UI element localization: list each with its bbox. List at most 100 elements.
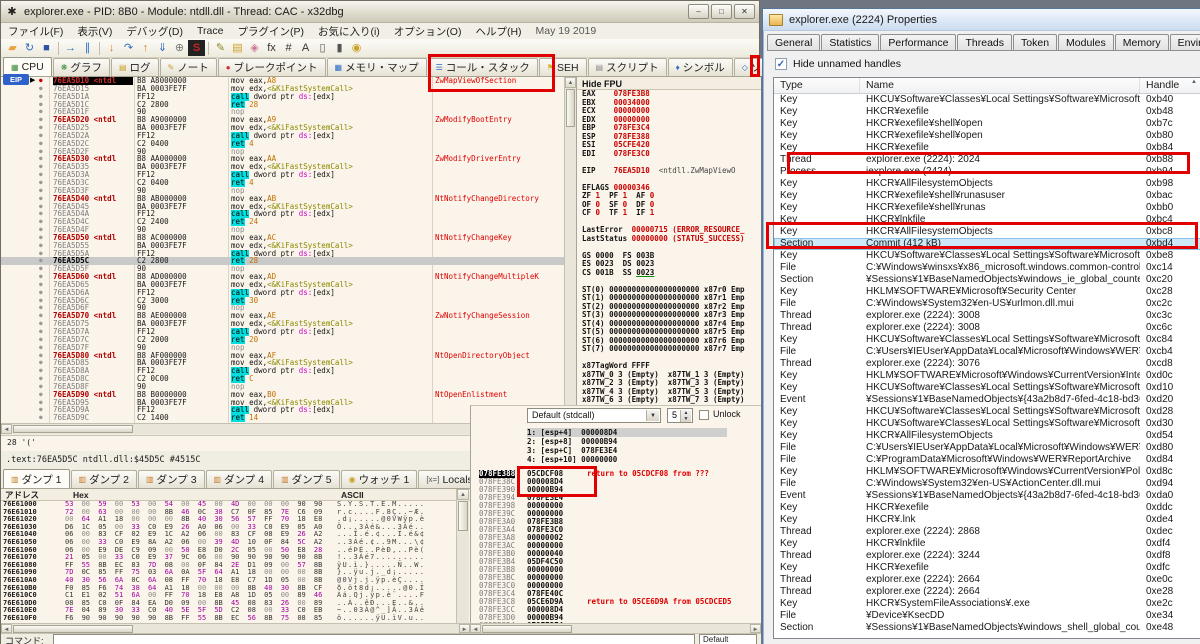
handles-list[interactable]: Type Name Handle ▲ Key HKCU¥Software¥Clas…: [773, 77, 1200, 639]
disasm-row[interactable]: ● 76EA5D5C C2 2800 ret 28: [1, 257, 564, 266]
dump-hscrollbar[interactable]: ◄ ►: [1, 623, 470, 633]
stack-row[interactable]: 078FE3B8 00000000: [479, 565, 564, 574]
handle-row[interactable]: Thread explorer.exe (2224): 3008 0xc3c: [780, 310, 1173, 321]
tab-general[interactable]: General: [767, 34, 821, 50]
handle-row[interactable]: Thread explorer.exe (2224): 3244 0xdf8: [780, 550, 1171, 561]
fx-icon[interactable]: fx: [267, 42, 276, 54]
properties-titlebar[interactable]: explorer.exe (2224) Properties: [763, 9, 1200, 31]
stack-row[interactable]: 078FE390 00000B94: [479, 485, 564, 494]
tab-performance[interactable]: Performance: [880, 34, 957, 50]
stack-row[interactable]: 078FE3D4078FE3E4: [471, 621, 761, 623]
disasm-row[interactable]: ● 76EA5D1F 90 nop: [39, 108, 245, 117]
handle-row[interactable]: Section ¥Sessions¥1¥BaseNamedObjects¥wind…: [780, 274, 1173, 285]
handle-row[interactable]: Key HKCU¥Software¥Classes¥Local Settings¥…: [780, 334, 1173, 345]
disasm-row[interactable]: ● 76EA5D90 <ntdl B8 B0000000 mov eax,B0 NtOp…: [39, 390, 508, 399]
disasm-row[interactable]: ● 76EA5D2A FF12 call dword ptr ds:[edx]: [39, 131, 335, 140]
disasm-row[interactable]: ● 76EA5D40 <ntdl B8 AB000000 mov eax,AB NtNo…: [39, 194, 539, 203]
font-icon[interactable]: A: [301, 42, 310, 54]
handle-row[interactable]: Thread explorer.exe (2224): 2868 0xdec: [780, 526, 1173, 537]
disasm-row[interactable]: ● 76EA5D85 BA 0003FE7F mov edx,<&KiFastSyst…: [39, 359, 353, 368]
handle-row[interactable]: Key HKCR¥exefile 0xdfc: [780, 562, 1170, 573]
disasm-row[interactable]: ● 76EA5D95 BA 0003FE7F mov edx,<&KiFastSyst…: [39, 398, 353, 407]
disasm-row[interactable]: ● 76EA5D30 <ntdl B8 AA000000 mov eax,AA ZwMo…: [39, 155, 521, 164]
dump-scrollbar[interactable]: ▲: [456, 489, 469, 623]
stack-row[interactable]: 078FE394 078FE3E4: [479, 493, 564, 502]
stack-row[interactable]: 078FE3C8 05CE6D9A return to 05CE6D9A from …: [479, 597, 732, 606]
handle-row[interactable]: Key HKCU¥Software¥Classes¥Local Settings¥…: [780, 406, 1174, 417]
step-over-icon[interactable]: ↷: [123, 42, 134, 54]
handle-row[interactable]: File C:¥Windows¥winsxs¥x86_microsoft.wind…: [780, 262, 1173, 273]
handle-row[interactable]: Key HKCR¥exefile 0xddc: [780, 502, 1173, 513]
handle-row[interactable]: Key HKCR¥lnkfile 0xdf4: [780, 538, 1171, 549]
stack-row[interactable]: 078FE398 00000000: [479, 501, 564, 510]
stack-row[interactable]: 078FE3A0 078FE3B8: [479, 517, 564, 526]
x32dbg-titlebar[interactable]: ✱ explorer.exe - PID: 8B0 - Module: ntdl…: [1, 1, 759, 23]
disassembly-scrollbar[interactable]: ▲: [564, 77, 576, 423]
column-header-name[interactable]: Name: [860, 78, 1140, 93]
stack-row[interactable]: 078FE3CC 000008D4: [479, 605, 564, 614]
stack-row[interactable]: 078FE3A4 078FE3C0: [479, 525, 564, 534]
disasm-row[interactable]: ● 76EA5D3C C2 0400 ret 4: [39, 178, 254, 187]
handle-row[interactable]: Key HKCR¥SystemFileAssociations¥.exe 0xe2c: [780, 598, 1173, 609]
disasm-row[interactable]: ● 76EA5D1A FF12 call dword ptr ds:[edx]: [39, 92, 335, 101]
calling-convention-select[interactable]: Default (stdcall) ▼: [527, 408, 661, 423]
disasm-row[interactable]: ● 76EA5D6F 90 nop: [39, 304, 245, 313]
handle-row[interactable]: File C:¥Windows¥System32¥en-US¥urlmon.dll…: [780, 298, 1173, 309]
hash-icon[interactable]: #: [285, 42, 292, 54]
dump-col-hex[interactable]: Hex: [73, 490, 89, 500]
tab-ブレークポイント[interactable]: ● ブレークポイント: [217, 58, 326, 76]
dump-row[interactable]: 76E610C0 C1 E1 02 51 6A 00 FF 70 18 E8 A8 1D 05 00 89 46…: [3, 591, 426, 600]
disasm-row[interactable]: ● 76EA5D9C C2 1400 ret 14: [39, 414, 259, 423]
menu-item[interactable]: お気に入り(i): [317, 25, 380, 38]
handle-row[interactable]: Key HKCU¥Software¥Classes¥Local Settings¥…: [780, 382, 1174, 393]
tab-CPU[interactable]: ▦ CPU: [3, 57, 52, 76]
handle-row[interactable]: Key HKCU¥Software¥Classes¥Local Settings¥…: [780, 418, 1174, 429]
handle-row[interactable]: Key HKCR¥AllFilesystemObjects 0xbc8: [780, 226, 1173, 237]
handle-row[interactable]: Key HKCR¥exefile 0xb84: [780, 142, 1174, 153]
dump-row[interactable]: 76E610E0 7E 04 89 30 33 C0 40 5E 5F 5D C2 08 00 33 C0 EB…: [3, 606, 426, 615]
disasm-row[interactable]: ● 76EA5D4A FF12 call dword ptr ds:[edx]: [39, 210, 335, 219]
step-into-icon[interactable]: ↓: [108, 42, 115, 54]
stack-row[interactable]: 078FE3AC 00000000: [479, 541, 564, 550]
handle-row[interactable]: Key HKLM¥SOFTWARE¥Microsoft¥Windows¥Curre…: [780, 466, 1173, 477]
menu-item[interactable]: 表示(V): [77, 25, 113, 38]
unlock-checkbox[interactable]: [699, 410, 709, 420]
menu-item[interactable]: Trace: [197, 25, 224, 37]
handle-row[interactable]: Key HKCR¥exefile¥shell¥open 0xb80: [780, 130, 1174, 141]
disasm-row[interactable]: ● 76EA5D2F 90 nop: [39, 147, 245, 156]
disasm-row[interactable]: ● 76EA5D7F 90 nop: [39, 343, 245, 352]
disasm-row[interactable]: ● 76EA5D60 <ntdl B8 AD000000 mov eax,AD NtNo…: [39, 273, 539, 281]
stack-row[interactable]: 078FE38C 000008D4: [479, 477, 564, 486]
tab-SEH[interactable]: ⚑ SEH: [538, 58, 587, 76]
column-header-type[interactable]: Type: [774, 78, 860, 93]
dump-row[interactable]: 76E61050 06 00 33 C0 E9 8A A2 06 00 39 4D 10 0F 84 5C A2…: [3, 537, 426, 546]
patch-icon[interactable]: ✎: [215, 42, 226, 54]
tab-statistics[interactable]: Statistics: [821, 34, 880, 50]
handle-row[interactable]: File C:¥Windows¥System32¥en-US¥ActionCent…: [780, 478, 1174, 489]
tab-token[interactable]: Token: [1013, 34, 1058, 50]
handle-row[interactable]: Key HKCU¥Software¥Classes¥Local Settings¥…: [780, 250, 1174, 261]
disasm-row[interactable]: ● 76EA5D75 BA 0003FE7F mov edx,<&KiFastSyst…: [39, 320, 353, 329]
disasm-row[interactable]: ● 76EA5D1C C2 2800 ret 28: [39, 100, 259, 109]
menu-item[interactable]: ヘルプ(H): [475, 25, 522, 38]
handle-row[interactable]: Thread explorer.exe (2224): 3008 0xc6c: [780, 322, 1173, 333]
disasm-row[interactable]: ● 76EA5D8F 90 nop: [39, 382, 245, 391]
disasm-row[interactable]: ● 76EA5D8A FF12 call dword ptr ds:[edx]: [39, 367, 335, 376]
stack-row[interactable]: 078FE388 05CDCF08 return to 05CDCF08 from …: [479, 469, 709, 479]
disasm-row[interactable]: ● 76EA5D6C C2 3000 ret 30: [39, 296, 259, 305]
handle-row[interactable]: Key HKCR¥exefile¥shell¥open 0xb7c: [780, 118, 1173, 129]
handle-row[interactable]: Key HKCR¥AllFilesystemObjects 0xd54: [780, 430, 1174, 441]
handle-row[interactable]: Key HKCR¥lnkfile 0xbc4: [780, 214, 1173, 225]
dump-row[interactable]: 76E610B0 F0 85 F6 74 38 64 A1 18 00 00 00 8B 40 30 8B CF…: [3, 583, 426, 592]
tab-グラフ[interactable]: ❋ グラフ: [52, 58, 110, 76]
stack-row[interactable]: 078FE3BC 00000000: [479, 573, 564, 582]
disasm-row[interactable]: ● 76EA5D65 BA 0003FE7F mov edx,<&KiFastSyst…: [39, 280, 353, 289]
handle-row[interactable]: Thread explorer.exe (2224): 2024 0xb88: [780, 154, 1174, 165]
handle-row[interactable]: Thread explorer.exe (2224): 3076 0xcd8: [780, 358, 1173, 369]
disasm-row[interactable]: ● 76EA5D3A FF12 call dword ptr ds:[edx]: [39, 171, 335, 180]
disasm-row[interactable]: ● 76EA5D10 <ntdl B8 A8000000 mov eax,A8 ZwMa…: [39, 77, 517, 85]
column-header-handle[interactable]: Handle ▲: [1140, 78, 1200, 93]
dump-col-ascii[interactable]: ASCII: [341, 490, 364, 500]
handle-row[interactable]: Key HKCR¥AllFilesystemObjects 0xb98: [780, 178, 1174, 189]
step-out-icon[interactable]: ↑: [142, 42, 149, 54]
